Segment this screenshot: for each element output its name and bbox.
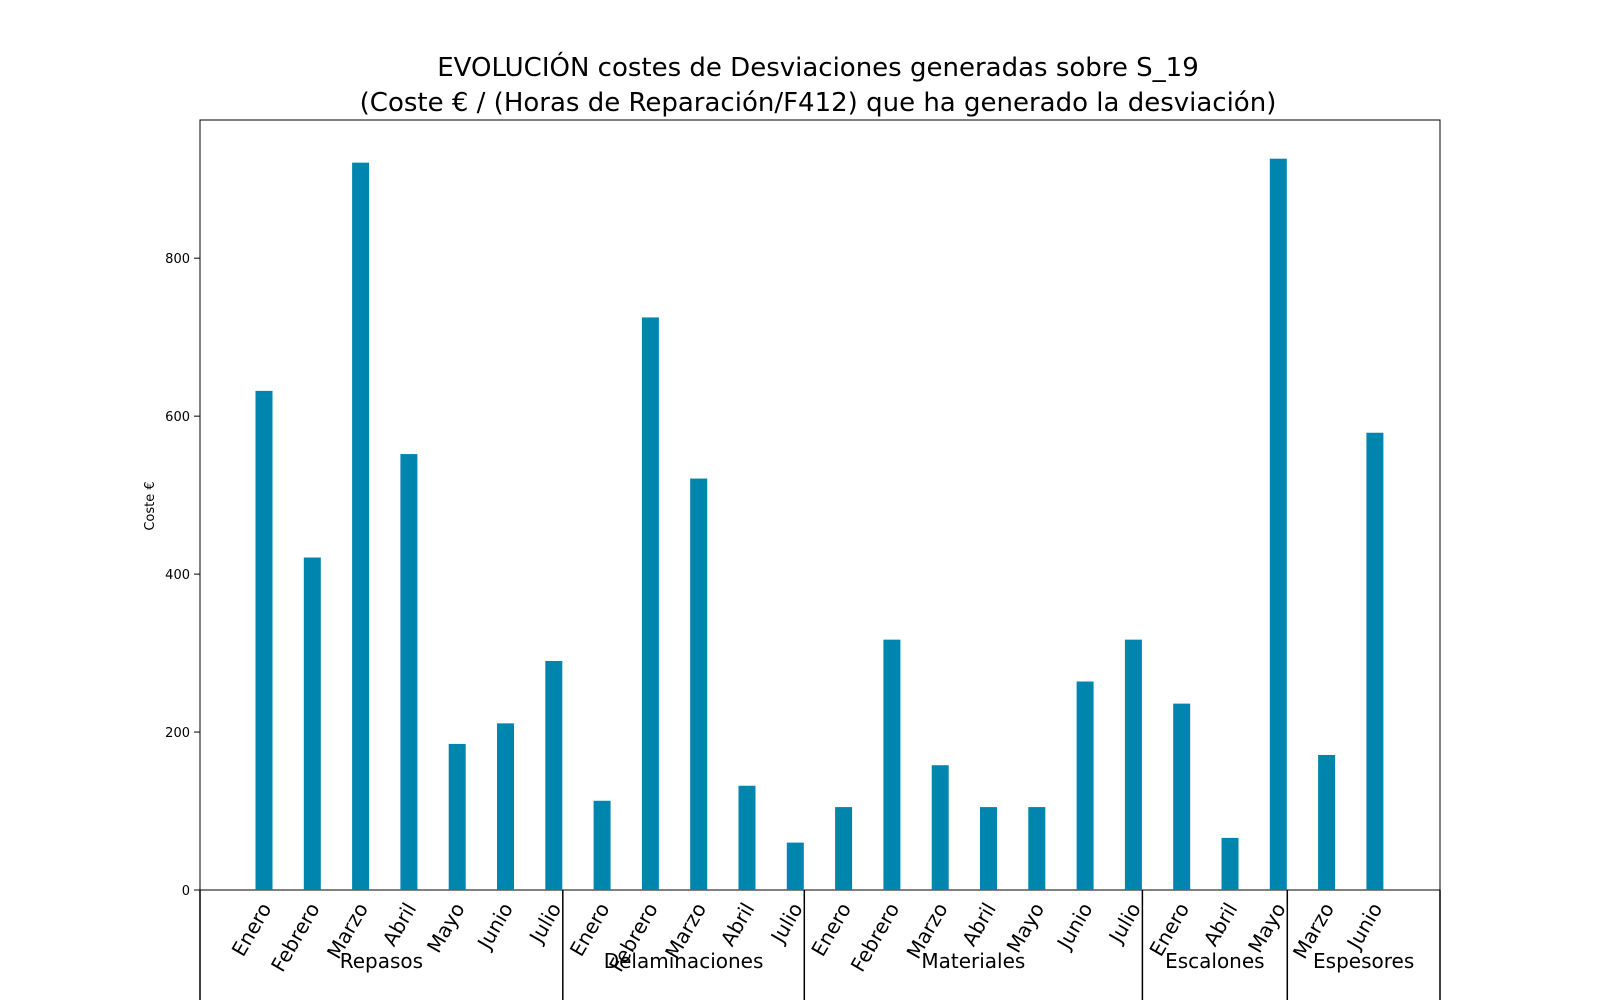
bar	[303, 557, 321, 890]
x-tick-label: Mayo	[422, 899, 470, 957]
bar	[883, 639, 901, 890]
y-tick-label: 400	[165, 568, 190, 583]
bar	[980, 807, 997, 890]
group-label: Delaminaciones	[604, 949, 764, 973]
x-tick-label: Julio	[765, 899, 808, 949]
bar	[1269, 158, 1287, 890]
bar	[690, 478, 708, 890]
x-tick-label: Abril	[716, 899, 760, 951]
bar	[497, 723, 514, 890]
group-label: Escalones	[1165, 949, 1265, 973]
y-tick-label: 0	[182, 884, 190, 899]
bar	[1221, 837, 1239, 890]
group-label: Repasos	[340, 949, 423, 973]
group-label: Materiales	[921, 949, 1025, 973]
bar	[931, 765, 949, 890]
bar	[352, 162, 370, 891]
x-tick-label: Abril	[957, 899, 1001, 951]
x-tick-label: Junio	[472, 899, 518, 955]
x-tick-label: Enero	[806, 899, 856, 961]
bar	[738, 785, 756, 890]
plot-area	[199, 119, 1441, 891]
bar	[400, 454, 418, 890]
bar	[1028, 807, 1046, 890]
x-tick-label: Enero	[227, 899, 277, 961]
bar	[448, 743, 466, 890]
bar	[786, 842, 804, 890]
y-axis-label: Coste €	[143, 481, 158, 530]
bar	[835, 807, 853, 890]
bar	[641, 317, 659, 890]
x-tick-label: Julio	[1103, 899, 1146, 949]
x-tick-label: Abril	[1199, 899, 1243, 951]
chart-title: EVOLUCIÓN costes de Desviaciones generad…	[437, 51, 1199, 83]
bar	[1318, 754, 1336, 890]
chart-subtitle: (Coste € / (Horas de Reparación/F412) qu…	[360, 88, 1277, 118]
y-axis: 0 200 400 600 800	[165, 252, 200, 899]
bar	[255, 390, 273, 890]
y-tick-label: 800	[165, 252, 190, 267]
bar	[593, 800, 611, 890]
bar	[545, 660, 563, 890]
group-label: Espesores	[1313, 949, 1414, 973]
plot-frame	[199, 119, 1441, 891]
y-tick-label: 600	[165, 410, 190, 425]
bar	[1124, 639, 1142, 890]
x-tick-label: Julio	[523, 899, 566, 949]
bar	[1076, 681, 1094, 890]
bar-series	[255, 158, 1384, 891]
y-tick-label: 200	[165, 726, 190, 741]
x-tick-label: Abril	[378, 899, 422, 951]
bar	[1173, 703, 1191, 890]
x-tick-label: Junio	[1341, 899, 1387, 955]
group-axis: Repasos Delaminaciones Materiales Escalones…	[199, 890, 1441, 1000]
bar	[1366, 432, 1384, 890]
x-tick-label: Junio	[1051, 899, 1097, 955]
